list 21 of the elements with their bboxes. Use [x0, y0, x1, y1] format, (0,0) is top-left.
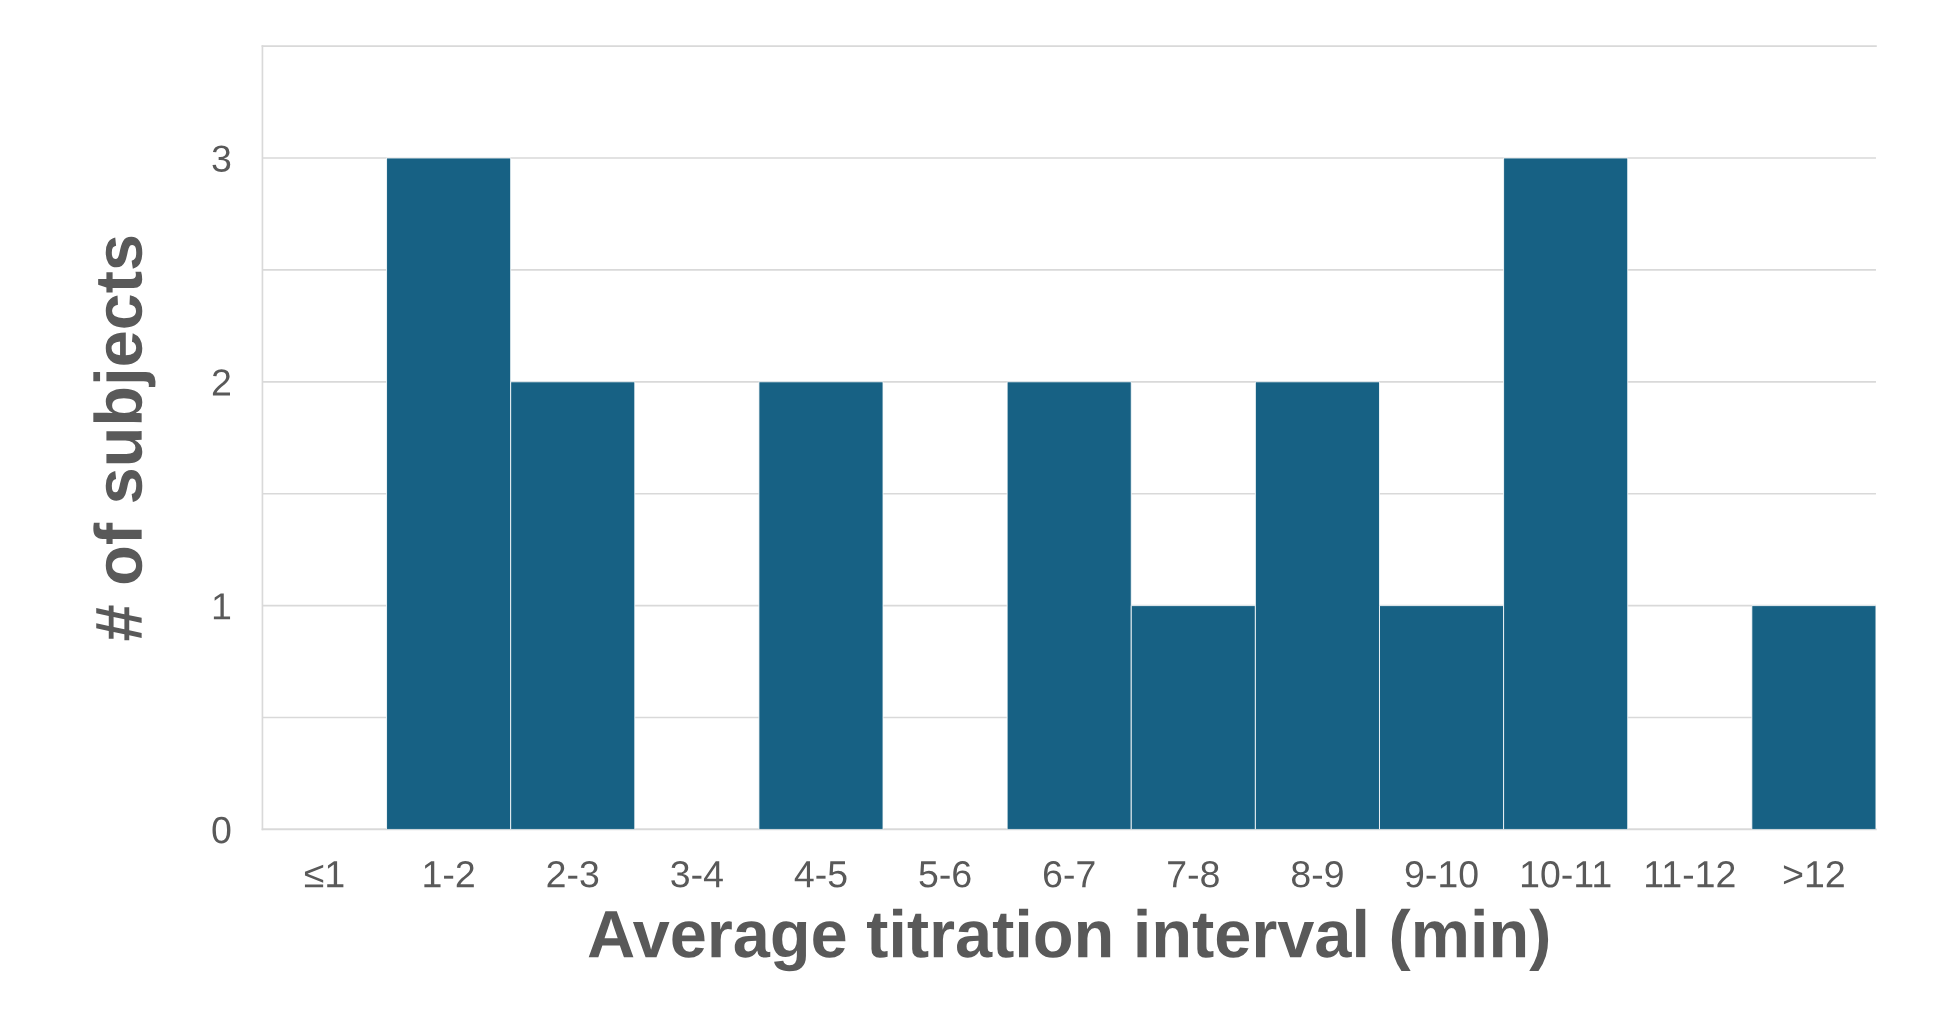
x-tick-label: 11-12 — [1646, 860, 1735, 888]
bar — [758, 381, 884, 830]
y-tick-label: 0 — [212, 816, 231, 844]
x-tick-label: 10-11 — [1521, 860, 1611, 888]
y-axis-title: # of subjects — [93, 236, 156, 641]
x-axis-title: Average titration interval (min) — [588, 908, 1549, 972]
x-tick-label: 8-9 — [1291, 860, 1343, 888]
x-tick-label: 7-8 — [1168, 860, 1219, 888]
x-tick-label: 1-2 — [424, 860, 474, 888]
y-tick-label: 2 — [212, 369, 230, 396]
y-tick-label: 3 — [212, 145, 231, 172]
x-tick-label: ≤1 — [304, 861, 344, 888]
x-tick-label: 3-4 — [671, 860, 723, 888]
bar — [1751, 605, 1876, 830]
x-tick-label: 6-7 — [1044, 860, 1095, 888]
x-tick-label: 4-5 — [794, 861, 847, 888]
x-tick-label: 5-6 — [919, 860, 971, 888]
x-tick-label: >12 — [1783, 860, 1844, 888]
x-tick-label: 9-10 — [1405, 860, 1478, 888]
x-tick-label: 2-3 — [547, 860, 599, 888]
y-tick-label: 1 — [213, 593, 231, 620]
